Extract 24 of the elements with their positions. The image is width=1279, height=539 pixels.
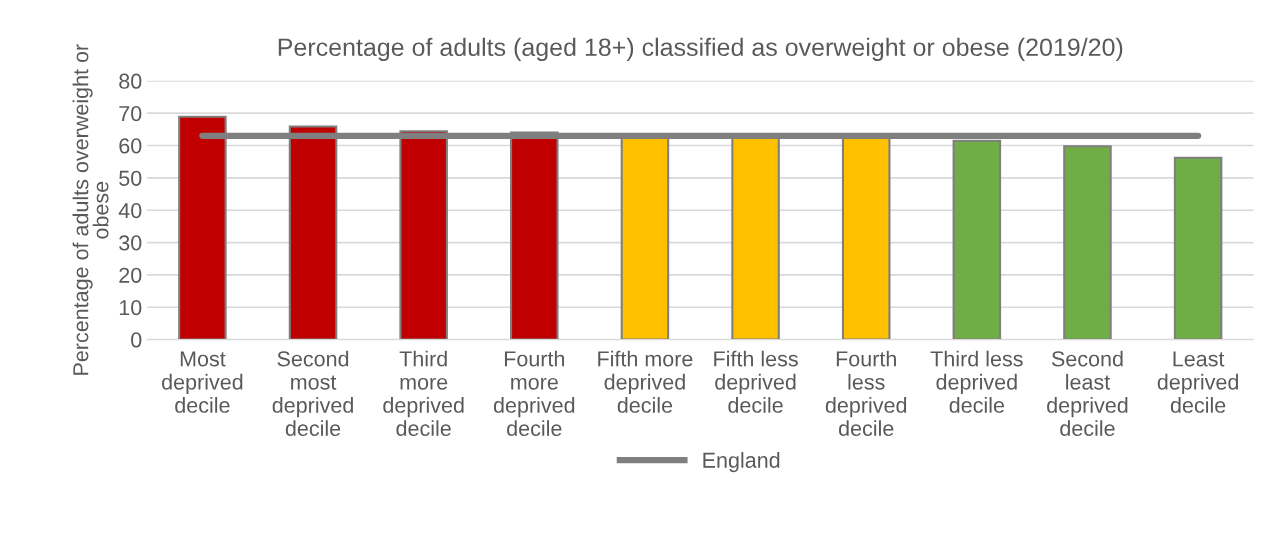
x-tick-label: Fourth less deprived decile bbox=[825, 350, 907, 437]
y-tick-label: 30 bbox=[119, 235, 142, 251]
x-tick-label: Second most deprived decile bbox=[272, 350, 353, 437]
x-tick-label: Third less deprived decile bbox=[930, 350, 1023, 413]
y-tick-label: 0 bbox=[131, 332, 142, 348]
y-tick-label: 20 bbox=[119, 267, 142, 283]
x-tick-label: Fifth more deprived decile bbox=[598, 350, 693, 413]
x-tick-label: Second least deprived decile bbox=[1047, 350, 1128, 437]
x-tick-label: Fifth less deprived decile bbox=[714, 350, 798, 413]
y-tick-label: 10 bbox=[119, 300, 142, 316]
y-tick-label: 80 bbox=[119, 73, 142, 89]
chart-title: Percentage of adults (aged 18+) classified as overweight or obese (2019/20) bbox=[278, 37, 1123, 62]
y-tick-label: 50 bbox=[119, 170, 142, 186]
bar bbox=[1173, 156, 1223, 340]
bar bbox=[1063, 145, 1112, 340]
y-axis-title: Percentage of adults overweight or obese bbox=[72, 44, 109, 375]
x-tick-label: Third more deprived decile bbox=[383, 350, 464, 437]
y-tick-label: 60 bbox=[119, 138, 142, 154]
x-tick-label: Least deprived decile bbox=[1157, 351, 1239, 413]
x-tick-label: Most deprived decile bbox=[162, 351, 243, 413]
y-tick-label: 70 bbox=[119, 105, 142, 122]
y-tick-label: 40 bbox=[118, 202, 142, 219]
legend-label: England bbox=[703, 452, 780, 473]
x-tick-label: Fourth more deprived decile bbox=[493, 350, 575, 437]
